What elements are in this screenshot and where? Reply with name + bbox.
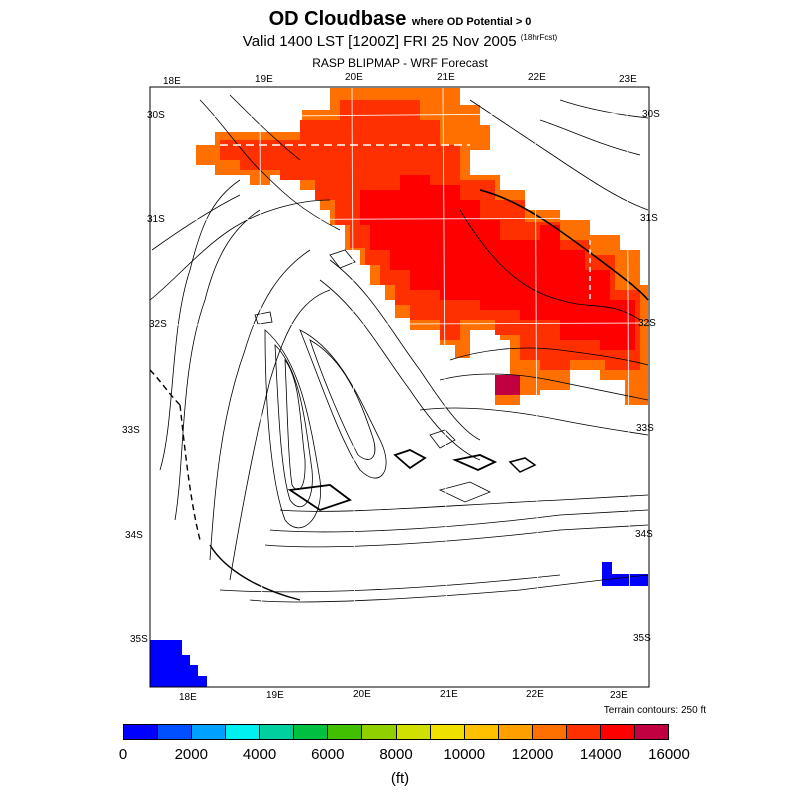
- colorbar-swatch: [498, 725, 533, 739]
- map-frame: [149, 86, 650, 688]
- colorbar: [123, 724, 669, 740]
- chart-title: OD Cloudbase where OD Potential > 0: [0, 8, 800, 31]
- top-lon-label: 23E: [619, 74, 637, 85]
- colorbar-swatch: [226, 725, 261, 739]
- colorbar-swatch: [294, 725, 329, 739]
- colorbar-swatch: [464, 725, 499, 739]
- title-main: OD Cloudbase: [268, 8, 407, 30]
- low-cloudbase-patches: [150, 562, 648, 687]
- top-lon-label: 19E: [255, 74, 273, 85]
- top-lon-label: 21E: [437, 72, 455, 83]
- bottom-lon-label: 23E: [610, 690, 628, 701]
- colorbar-tick-label: 6000: [311, 746, 345, 763]
- graticule: [150, 87, 649, 687]
- colorbar-swatch: [566, 725, 601, 739]
- right-lat-label: 33S: [636, 423, 654, 434]
- right-lat-label: 34S: [635, 529, 653, 540]
- bottom-lon-label: 21E: [440, 689, 458, 700]
- right-lat-label: 32S: [638, 318, 656, 329]
- top-lon-label: 20E: [345, 72, 363, 83]
- bottom-lon-label: 18E: [179, 692, 197, 703]
- right-lat-label: 35S: [633, 633, 651, 644]
- terrain-contour-note: Terrain contours: 250 ft: [603, 705, 706, 716]
- colorbar-swatch: [192, 725, 227, 739]
- colorbar-tick-label: 4000: [242, 746, 277, 763]
- colorbar-tick-label: 0: [118, 746, 128, 763]
- colorbar-swatch: [634, 725, 668, 739]
- colorbar-tick-label: 10000: [443, 746, 486, 763]
- left-lat-label: 35S: [130, 634, 148, 645]
- colorbar-swatch: [396, 725, 431, 739]
- right-lat-label: 30S: [642, 109, 660, 120]
- left-lat-label: 32S: [149, 319, 167, 330]
- bottom-lon-label: 19E: [266, 690, 284, 701]
- colorbar-swatch: [260, 725, 295, 739]
- top-lon-label: 22E: [528, 72, 546, 83]
- colorbar-tick-label: 8000: [379, 746, 413, 763]
- colorbar-swatch: [600, 725, 635, 739]
- colorbar-units: (ft): [390, 770, 410, 787]
- colorbar-swatch: [532, 725, 567, 739]
- map-area: [150, 87, 649, 687]
- top-lon-label: 18E: [163, 76, 181, 87]
- left-lat-label: 30S: [147, 110, 165, 121]
- bottom-lon-label: 22E: [526, 689, 544, 700]
- colorbar-tick-label: 12000: [511, 746, 554, 763]
- left-lat-label: 33S: [122, 425, 140, 436]
- colorbar-swatch: [158, 725, 193, 739]
- left-lat-label: 31S: [147, 214, 165, 225]
- model-line: RASP BLIPMAP - WRF Forecast: [312, 56, 488, 70]
- colorbar-swatch: [430, 725, 465, 739]
- title-suffix: where OD Potential > 0: [411, 16, 532, 28]
- terrain-contours: [150, 94, 649, 603]
- colorbar-tick-label: 2000: [174, 746, 208, 763]
- colorbar-swatch: [124, 725, 159, 739]
- bottom-lon-label: 20E: [353, 689, 371, 700]
- forecast-tag: (18hrFcst): [520, 33, 558, 42]
- valid-time-text: Valid 1400 LST [1200Z] FRI 25 Nov 2005: [242, 33, 517, 50]
- colorbar-tick-label: 16000: [648, 746, 690, 763]
- colorbar-swatch: [328, 725, 363, 739]
- colorbar-tick-label: 14000: [579, 746, 622, 763]
- valid-time-line: Valid 1400 LST [1200Z] FRI 25 Nov 2005 (…: [0, 33, 800, 50]
- left-lat-label: 34S: [125, 530, 143, 541]
- right-lat-label: 31S: [640, 213, 658, 224]
- colorbar-swatch: [362, 725, 397, 739]
